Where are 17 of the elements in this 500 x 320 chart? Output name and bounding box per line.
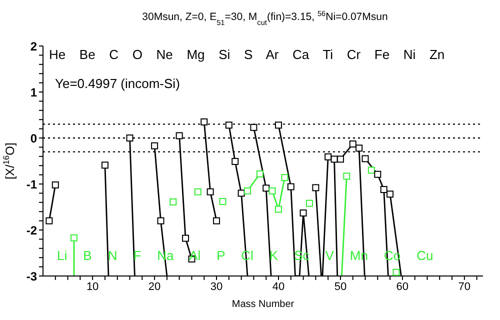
x-tick-label: 20 <box>148 280 161 293</box>
y-tick-label: -2 <box>26 223 38 238</box>
y-tick-label: 1 <box>30 85 38 100</box>
x-tick-label: 10 <box>86 280 99 293</box>
x-tick-label: 60 <box>396 280 409 293</box>
x-axis-title: Mass Number <box>232 299 295 310</box>
y-tick-label: -1 <box>26 177 38 192</box>
x-tick-label: 50 <box>334 280 347 293</box>
annotation: He Be C O Ne Mg Si S Ar Ca Ti Cr Fe Ni Zn <box>49 47 445 62</box>
y-tick-label: 0 <box>30 131 38 146</box>
y-tick-label: 2 <box>30 39 38 54</box>
annotation: Ye=0.4997 (incom-Si) <box>55 76 180 91</box>
x-tick-label: 40 <box>272 280 285 293</box>
x-tick-label: 30 <box>210 280 223 293</box>
chart-title: 30Msun, Z=0, E$_{51}$=30, M$_{cut}$(fin)=3.15, $^{56}$Ni=0.07Msun <box>142 8 388 26</box>
y-tick-label: -3 <box>26 269 38 284</box>
x-tick-label: 70 <box>458 280 471 293</box>
